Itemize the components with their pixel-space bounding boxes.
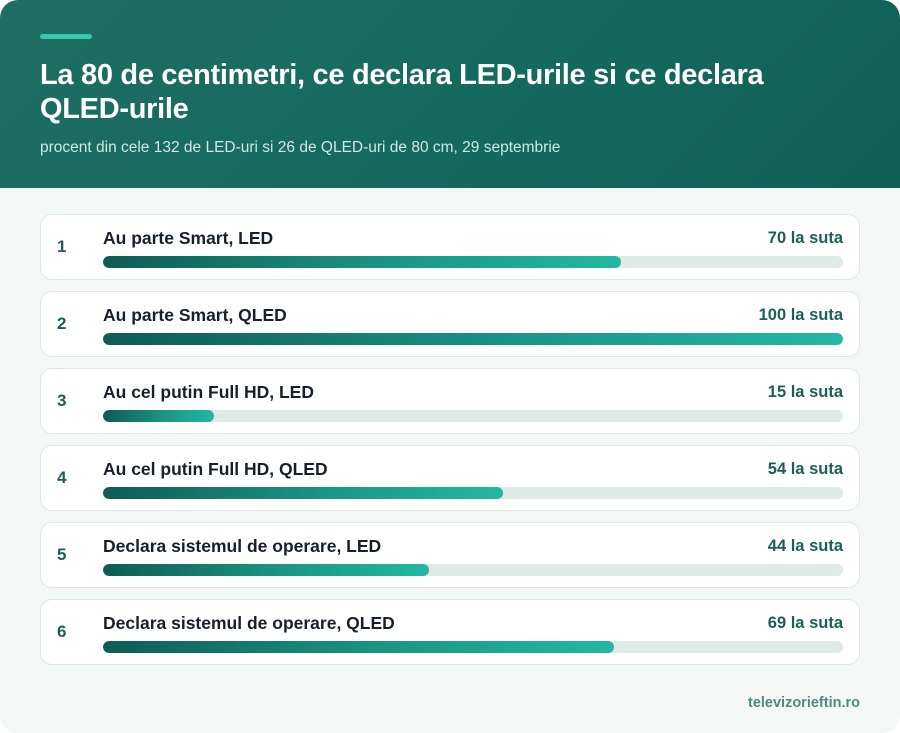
bar	[103, 641, 614, 653]
bar	[103, 333, 843, 345]
source-label: televizorieftin.ro	[748, 695, 860, 711]
bar-row: 2 Au parte Smart, QLED 100 la suta	[40, 291, 860, 357]
bar	[103, 256, 621, 268]
bar-value-label: 44 la suta	[767, 537, 843, 555]
bar-track	[103, 487, 843, 499]
bar	[103, 564, 429, 576]
bar-track	[103, 333, 843, 345]
bar-rank: 3	[57, 391, 67, 410]
bar-label: Au parte Smart, QLED	[103, 305, 287, 325]
bar-label: Declara sistemul de operare, LED	[103, 536, 382, 556]
bar-label: Au cel putin Full HD, QLED	[103, 459, 328, 479]
bar-value-label: 15 la suta	[767, 383, 843, 401]
bar-row: 5 Declara sistemul de operare, LED 44 la s…	[40, 522, 860, 588]
bar-list: 1 Au parte Smart, LED 70 la suta 2 Au parte …	[40, 214, 860, 676]
bar-label: Declara sistemul de operare, QLED	[103, 613, 395, 633]
header: La 80 de centimetri, ce declara LED-uril…	[0, 0, 900, 188]
bar-value-label: 100 la suta	[758, 306, 843, 324]
bar	[103, 410, 214, 422]
bar-label: Au parte Smart, LED	[103, 228, 274, 248]
bar-rank: 6	[57, 622, 67, 641]
chart-subtitle: procent din cele 132 de LED-uri si 26 de…	[40, 139, 561, 156]
bar-row: 4 Au cel putin Full HD, QLED 54 la suta	[40, 445, 860, 511]
chart-title: La 80 de centimetri, ce declara LED-uril…	[40, 59, 764, 125]
bar-rank: 1	[57, 237, 67, 256]
bar-label: Au cel putin Full HD, LED	[103, 382, 314, 402]
bar-row: 1 Au parte Smart, LED 70 la suta	[40, 214, 860, 280]
accent-line	[40, 34, 92, 39]
bar-value-label: 69 la suta	[767, 614, 843, 632]
bar-track	[103, 641, 843, 653]
bar-rank: 2	[57, 314, 67, 333]
bar-value-label: 54 la suta	[767, 460, 843, 478]
bar	[103, 487, 503, 499]
bar-row: 6 Declara sistemul de operare, QLED 69 la …	[40, 599, 860, 665]
bar-rank: 5	[57, 545, 67, 564]
bar-track	[103, 410, 843, 422]
bar-track	[103, 564, 843, 576]
bar-rank: 4	[57, 468, 67, 487]
bar-row: 3 Au cel putin Full HD, LED 15 la suta	[40, 368, 860, 434]
bar-value-label: 70 la suta	[767, 229, 843, 247]
bar-track	[103, 256, 843, 268]
